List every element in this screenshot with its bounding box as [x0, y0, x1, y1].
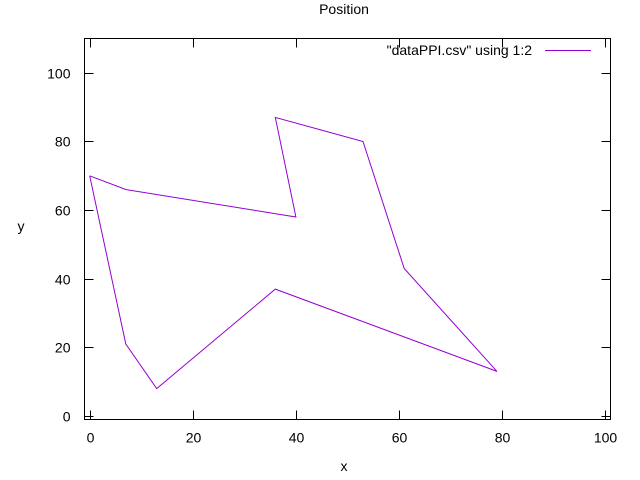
- x-tick-label-4: 80: [495, 430, 511, 446]
- x-tick-label-0: 0: [87, 430, 95, 446]
- y-tick-label-1: 20: [55, 340, 71, 356]
- plot-frame: [84, 38, 611, 420]
- y-tick-label-3: 60: [55, 203, 71, 219]
- x-tick-label-5: 100: [594, 430, 618, 446]
- series-layer: [89, 116, 498, 390]
- y-tick-label-2: 40: [55, 272, 71, 288]
- y-tick-label-4: 80: [55, 134, 71, 150]
- y-tick-label-5: 100: [47, 66, 71, 82]
- legend-label: "dataPPI.csv" using 1:2: [387, 42, 533, 58]
- x-tick-label-1: 20: [186, 430, 202, 446]
- y-axis-ticks: [84, 73, 611, 417]
- series-line-0: [89, 116, 498, 390]
- y-tick-label-0: 0: [63, 409, 71, 425]
- chart-title: Position: [319, 1, 369, 17]
- x-axis-ticks: [90, 38, 606, 420]
- y-axis-tick-labels: 0 20 40 60 80 100: [47, 66, 71, 425]
- x-axis-label: x: [341, 458, 348, 474]
- x-tick-label-3: 60: [392, 430, 408, 446]
- x-axis-tick-labels: 0 20 40 60 80 100: [87, 430, 618, 446]
- y-axis-label: y: [18, 218, 25, 234]
- legend: "dataPPI.csv" using 1:2: [387, 42, 591, 58]
- x-tick-label-2: 40: [289, 430, 305, 446]
